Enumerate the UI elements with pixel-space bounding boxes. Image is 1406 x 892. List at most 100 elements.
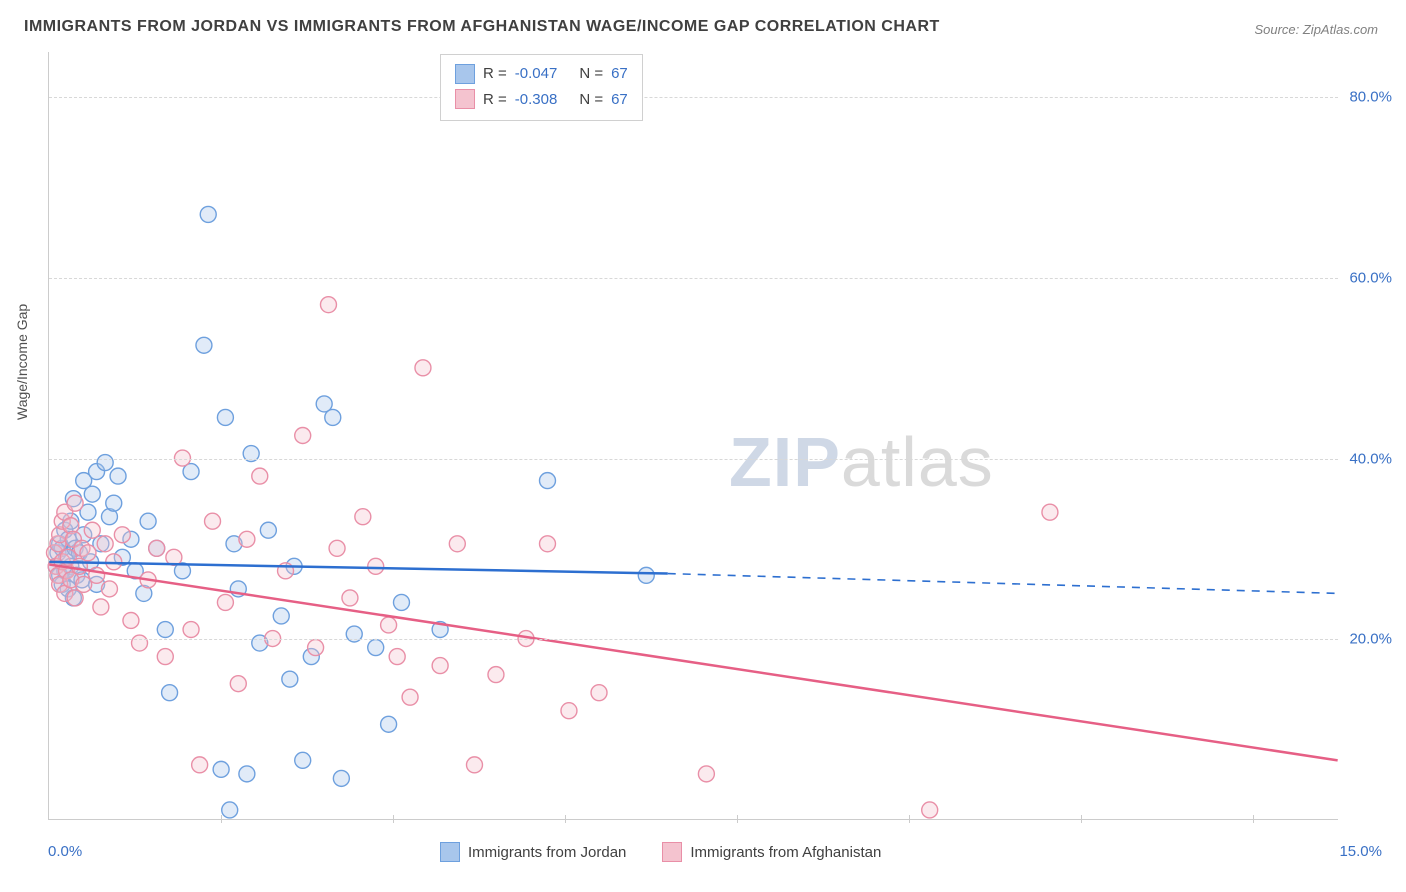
y-tick-label: 20.0% <box>1349 631 1392 648</box>
grid-line <box>49 278 1338 279</box>
scatter-point <box>320 297 336 313</box>
scatter-point <box>217 409 233 425</box>
scatter-point <box>93 599 109 615</box>
x-tick <box>909 815 910 823</box>
scatter-point <box>205 513 221 529</box>
x-tick <box>1081 815 1082 823</box>
legend-item: Immigrants from Afghanistan <box>662 842 881 862</box>
y-axis-label: Wage/Income Gap <box>14 304 30 420</box>
stat-n-label: N = <box>579 61 603 87</box>
scatter-point <box>329 540 345 556</box>
scatter-point <box>325 409 341 425</box>
scatter-point <box>540 536 556 552</box>
scatter-point <box>282 671 298 687</box>
scatter-point <box>368 558 384 574</box>
source-attribution: Source: ZipAtlas.com <box>1254 22 1378 37</box>
x-tick <box>393 815 394 823</box>
series-swatch <box>662 842 682 862</box>
scatter-point <box>222 802 238 818</box>
legend-label: Immigrants from Jordan <box>468 844 626 861</box>
y-tick-label: 40.0% <box>1349 450 1392 467</box>
scatter-point <box>393 594 409 610</box>
scatter-point <box>260 522 276 538</box>
x-tick <box>1253 815 1254 823</box>
scatter-point <box>157 649 173 665</box>
legend-item: Immigrants from Jordan <box>440 842 626 862</box>
scatter-point <box>80 545 96 561</box>
scatter-point <box>132 635 148 651</box>
trend-line-extrapolated <box>668 574 1338 594</box>
scatter-point <box>540 473 556 489</box>
x-tick <box>565 815 566 823</box>
x-tick-label-min: 0.0% <box>48 843 82 860</box>
scatter-point <box>638 567 654 583</box>
series-swatch <box>455 89 475 109</box>
scatter-point <box>488 667 504 683</box>
scatter-point <box>196 337 212 353</box>
stats-row: R =-0.047N =67 <box>455 61 628 87</box>
scatter-point <box>239 766 255 782</box>
scatter-point <box>449 536 465 552</box>
scatter-point <box>273 608 289 624</box>
legend-label: Immigrants from Afghanistan <box>690 844 881 861</box>
scatter-point <box>101 581 117 597</box>
scatter-point <box>192 757 208 773</box>
scatter-point <box>149 540 165 556</box>
scatter-point <box>295 752 311 768</box>
stat-r-label: R = <box>483 61 507 87</box>
scatter-point <box>561 703 577 719</box>
scatter-point <box>389 649 405 665</box>
scatter-point <box>162 685 178 701</box>
trend-line <box>49 565 1337 761</box>
scatter-point <box>308 640 324 656</box>
scatter-point <box>200 206 216 222</box>
scatter-point <box>183 622 199 638</box>
scatter-point <box>368 640 384 656</box>
series-swatch <box>455 64 475 84</box>
stat-n-value: 67 <box>611 61 628 87</box>
scatter-point <box>97 455 113 471</box>
stats-row: R = -0.308 N = 67 <box>455 87 628 113</box>
series-swatch <box>440 842 460 862</box>
scatter-point <box>415 360 431 376</box>
x-tick-label-max: 15.0% <box>1339 843 1382 860</box>
scatter-point <box>84 486 100 502</box>
grid-line <box>49 459 1338 460</box>
bottom-legend: Immigrants from Jordan Immigrants from Af… <box>440 842 881 862</box>
x-tick <box>221 815 222 823</box>
scatter-point <box>213 761 229 777</box>
y-tick-label: 80.0% <box>1349 89 1392 106</box>
scatter-point <box>239 531 255 547</box>
scatter-point <box>355 509 371 525</box>
stats-legend-box: R =-0.047N =67R =-0.308N =67 <box>440 54 643 121</box>
scatter-point <box>698 766 714 782</box>
scatter-point <box>381 617 397 633</box>
scatter-point <box>84 522 100 538</box>
stat-n-label: N = <box>579 87 603 113</box>
scatter-point <box>106 495 122 511</box>
scatter-point <box>217 594 233 610</box>
scatter-point <box>97 536 113 552</box>
stat-r-value: -0.308 <box>515 87 558 113</box>
stat-r-label: R = <box>483 87 507 113</box>
grid-line <box>49 97 1338 98</box>
scatter-point <box>67 495 83 511</box>
plot-area: ZIPatlas <box>48 52 1338 820</box>
scatter-point <box>110 468 126 484</box>
scatter-point <box>591 685 607 701</box>
scatter-point <box>295 428 311 444</box>
stat-n-value: 67 <box>611 87 628 113</box>
scatter-point <box>342 590 358 606</box>
scatter-point <box>230 676 246 692</box>
chart-svg <box>49 52 1338 819</box>
scatter-point <box>466 757 482 773</box>
y-tick-label: 60.0% <box>1349 269 1392 286</box>
scatter-point <box>157 622 173 638</box>
scatter-point <box>333 770 349 786</box>
scatter-point <box>922 802 938 818</box>
x-tick <box>737 815 738 823</box>
scatter-point <box>1042 504 1058 520</box>
scatter-point <box>140 513 156 529</box>
scatter-point <box>402 689 418 705</box>
scatter-point <box>252 468 268 484</box>
